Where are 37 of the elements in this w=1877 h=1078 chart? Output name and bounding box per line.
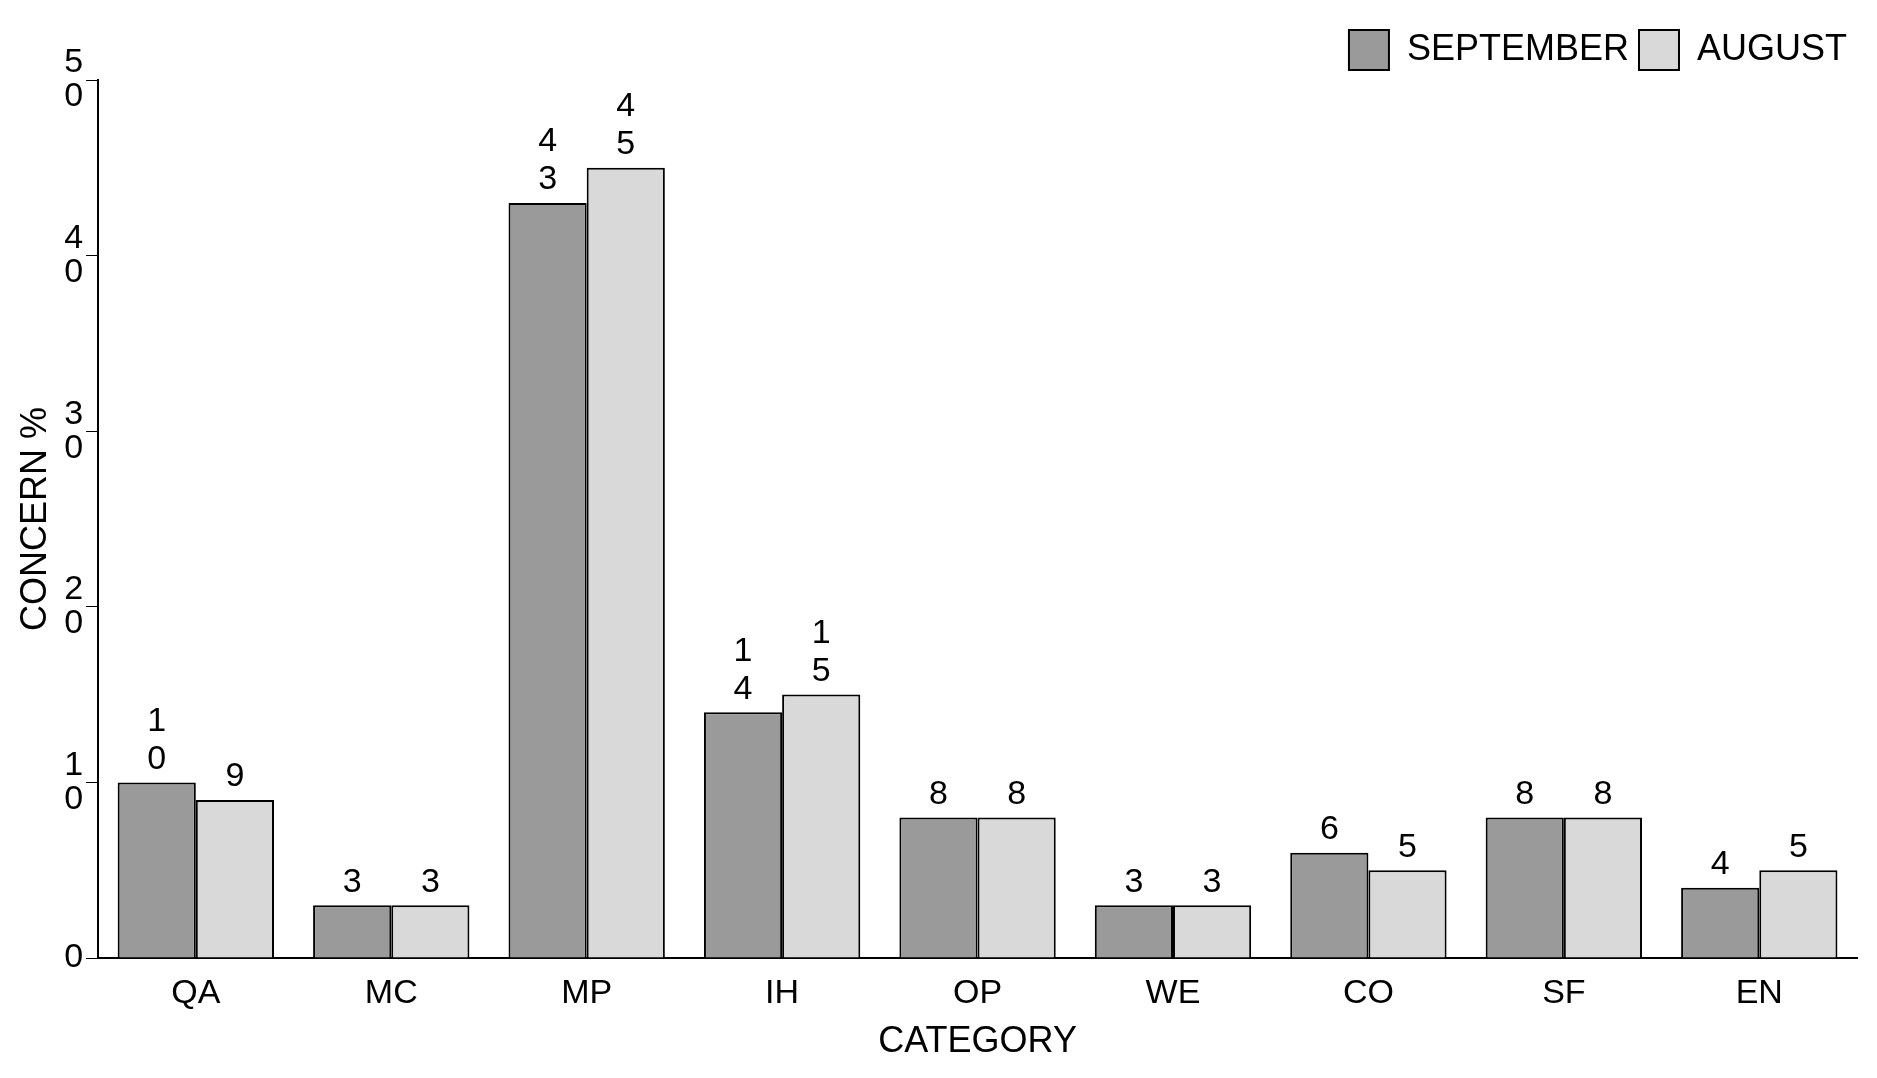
- x-axis-title: CATEGORY: [878, 1019, 1077, 1061]
- x-tick-label: IH: [765, 971, 800, 1010]
- y-tick-label: 5 0: [64, 41, 84, 114]
- data-label: 8: [1515, 772, 1535, 811]
- data-label: 3: [342, 860, 362, 899]
- data-label: 6: [1319, 808, 1339, 847]
- x-tick-label: CO: [1342, 971, 1394, 1010]
- data-label: 8: [1007, 772, 1027, 811]
- x-tick-label: MP: [561, 971, 613, 1010]
- y-tick-label: 1 0: [64, 743, 84, 816]
- data-label: 4: [1710, 843, 1730, 882]
- legend-label: SEPTEMBER: [1406, 26, 1629, 68]
- x-tick-label: SF: [1542, 971, 1586, 1010]
- data-label: 5: [1398, 825, 1417, 864]
- legend-label: AUGUST: [1696, 26, 1848, 68]
- data-label: 3: [420, 860, 440, 899]
- y-tick-label: 0: [64, 936, 84, 975]
- x-tick-label: WE: [1145, 971, 1201, 1010]
- x-tick-label: QA: [171, 971, 221, 1010]
- y-tick-label: 3 0: [64, 392, 84, 465]
- y-tick-label: 4 0: [64, 216, 84, 289]
- data-label: 1 5: [811, 611, 831, 688]
- x-tick-label: OP: [952, 971, 1003, 1010]
- data-label: 4 5: [616, 85, 636, 162]
- y-axis-title: CONCERN %: [12, 406, 54, 632]
- data-label: 1 4: [733, 629, 753, 706]
- data-label: 1 0: [147, 699, 167, 776]
- data-label: 3: [1202, 860, 1222, 899]
- data-label: 8: [929, 772, 948, 811]
- data-label: 8: [1593, 772, 1613, 811]
- data-label: 9: [225, 755, 245, 794]
- x-tick-label: EN: [1735, 971, 1783, 1010]
- data-label: 5: [1788, 825, 1808, 864]
- x-tick-label: MC: [364, 971, 418, 1010]
- data-label: 3: [1124, 860, 1144, 899]
- y-tick-label: 2 0: [64, 568, 84, 641]
- data-label: 4 3: [538, 120, 558, 197]
